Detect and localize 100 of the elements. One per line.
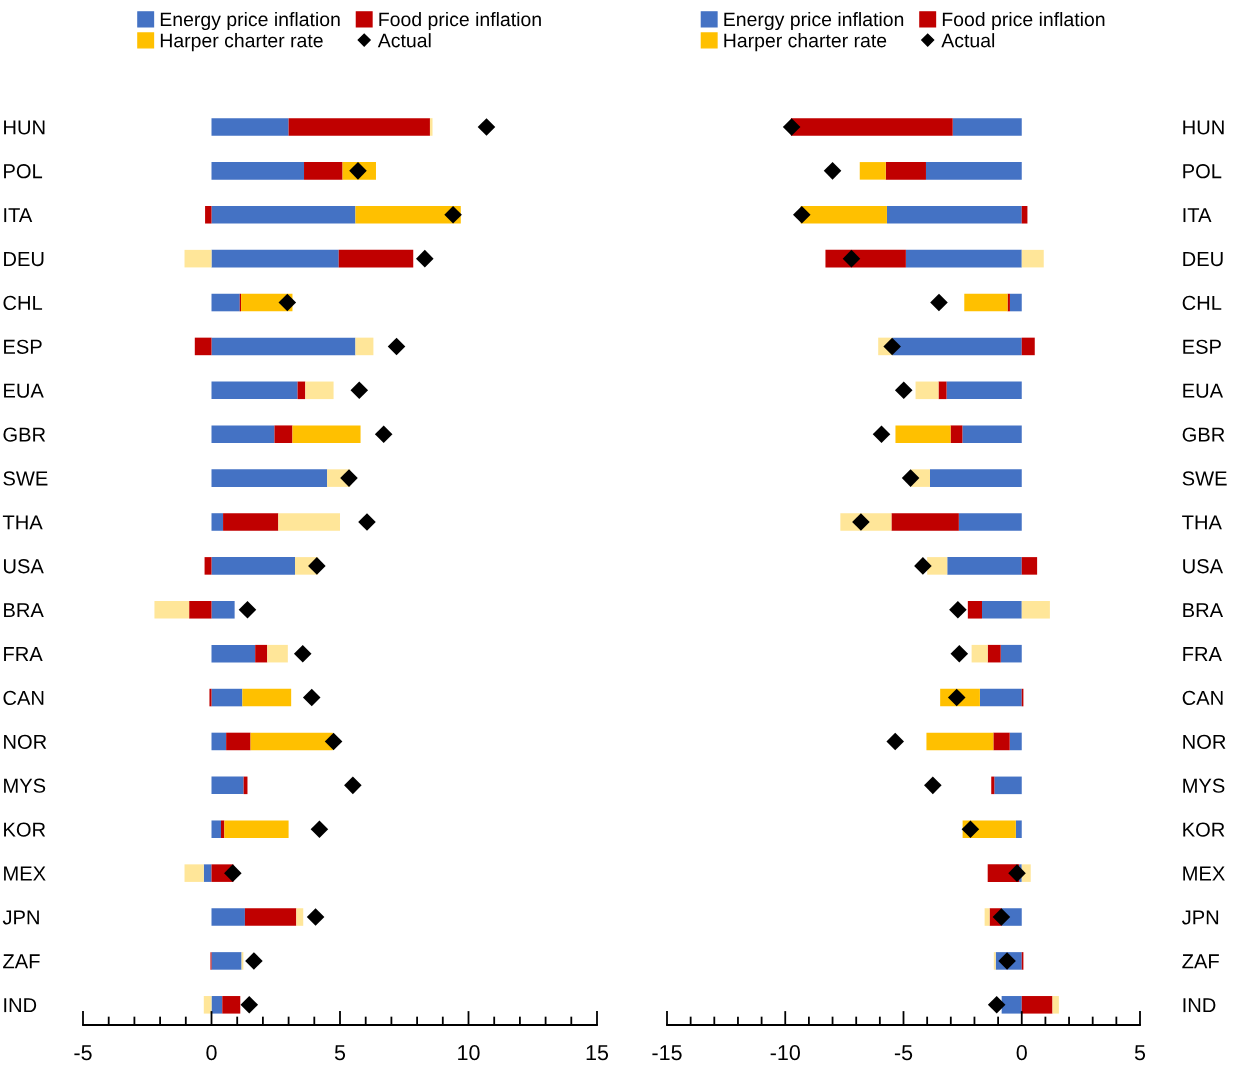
bar: [1021, 205, 1028, 224]
bar: [184, 864, 204, 882]
bar: [967, 601, 983, 619]
bar: [211, 644, 256, 663]
point: [987, 996, 1006, 1014]
point: [387, 337, 406, 356]
y-tick-label: NOR: [1183, 734, 1226, 749]
bar: [1009, 293, 1022, 312]
point: [344, 776, 362, 795]
x-tick-label: 0: [206, 1045, 217, 1061]
legend-label: Energy price inflation: [724, 11, 904, 31]
y-tick-label: SWE: [3, 471, 48, 486]
point: [444, 205, 462, 224]
bar: [926, 732, 994, 751]
point: [293, 644, 312, 663]
y-tick-label: GBR: [1182, 427, 1225, 442]
point: [302, 688, 321, 707]
bar: [1000, 644, 1022, 663]
x-tick-label: 10: [458, 1045, 480, 1061]
bar: [211, 908, 245, 926]
y-tick-label: ITA: [1183, 208, 1212, 223]
y-tick-label: JPN: [1181, 910, 1219, 925]
point: [416, 249, 434, 268]
y-tick-label: ITA: [4, 208, 33, 223]
bar: [1001, 996, 1022, 1014]
y-tick-label: CAN: [3, 690, 44, 706]
bar: [1021, 601, 1050, 619]
bar: [962, 425, 1022, 443]
bar: [429, 118, 433, 136]
y-tick-label: FRA: [4, 647, 43, 661]
bar: [895, 425, 951, 443]
bar: [886, 205, 1022, 224]
bar: [925, 162, 1022, 180]
x-tick-label: 0: [1016, 1045, 1027, 1061]
y-tick-label: BRA: [1183, 603, 1224, 618]
point: [894, 381, 913, 400]
bar: [927, 557, 948, 575]
bar: [1021, 557, 1038, 575]
bar: [950, 425, 963, 443]
point: [930, 293, 948, 312]
bar: [952, 118, 1022, 136]
bar: [964, 293, 1008, 312]
bar: [211, 162, 305, 180]
bar: [338, 249, 414, 268]
legend-label: Actual: [941, 33, 995, 48]
point: [782, 118, 801, 136]
bar: [211, 688, 243, 707]
bar: [242, 688, 292, 707]
point: [358, 513, 376, 531]
bar: [211, 425, 275, 443]
bar: [211, 118, 289, 136]
bar: [1015, 820, 1022, 839]
point: [240, 996, 259, 1014]
point: [886, 732, 905, 751]
y-tick-label: DEU: [1183, 252, 1223, 267]
bar: [211, 249, 339, 268]
bar: [211, 469, 328, 487]
bar: [905, 249, 1022, 268]
bar: [267, 644, 288, 663]
bar: [211, 381, 298, 400]
y-tick-label: MYS: [1183, 778, 1225, 793]
legend-label: Harper charter rate: [160, 33, 323, 52]
bar: [204, 557, 212, 575]
bar: [991, 776, 995, 795]
x-tick-label: -10: [770, 1045, 800, 1061]
bar: [203, 864, 212, 882]
bar: [892, 337, 1022, 356]
legend-label: Actual: [377, 33, 431, 48]
x-tick-label: 15: [586, 1045, 609, 1061]
bar: [205, 205, 212, 224]
point: [949, 600, 967, 619]
bar: [222, 996, 241, 1014]
point: [245, 952, 263, 970]
y-tick-label: CAN: [1182, 690, 1223, 706]
bar: [221, 820, 225, 839]
bar: [1052, 996, 1059, 1014]
bar: [211, 337, 356, 356]
legend-label: Energy price inflation: [160, 11, 340, 31]
point: [308, 557, 326, 575]
bar: [244, 908, 297, 926]
bar: [211, 996, 223, 1014]
y-tick-label: BRA: [4, 603, 44, 618]
bar: [211, 293, 240, 312]
bar: [211, 601, 235, 619]
point: [823, 162, 842, 180]
y-tick-label: THA: [1182, 515, 1222, 530]
bar: [211, 513, 224, 531]
x-tick-label: 5: [1134, 1045, 1146, 1061]
bar: [1021, 996, 1053, 1014]
y-tick-label: DEU: [4, 252, 44, 267]
bar: [958, 513, 1022, 531]
point: [224, 864, 242, 882]
y-tick-label: EUA: [4, 383, 44, 398]
bar: [226, 732, 251, 751]
bar: [790, 118, 953, 136]
point: [374, 425, 393, 443]
y-tick-label: IND: [1183, 998, 1216, 1013]
bar: [994, 776, 1022, 795]
y-tick-label: CHL: [3, 295, 43, 311]
bar: [1009, 732, 1022, 751]
